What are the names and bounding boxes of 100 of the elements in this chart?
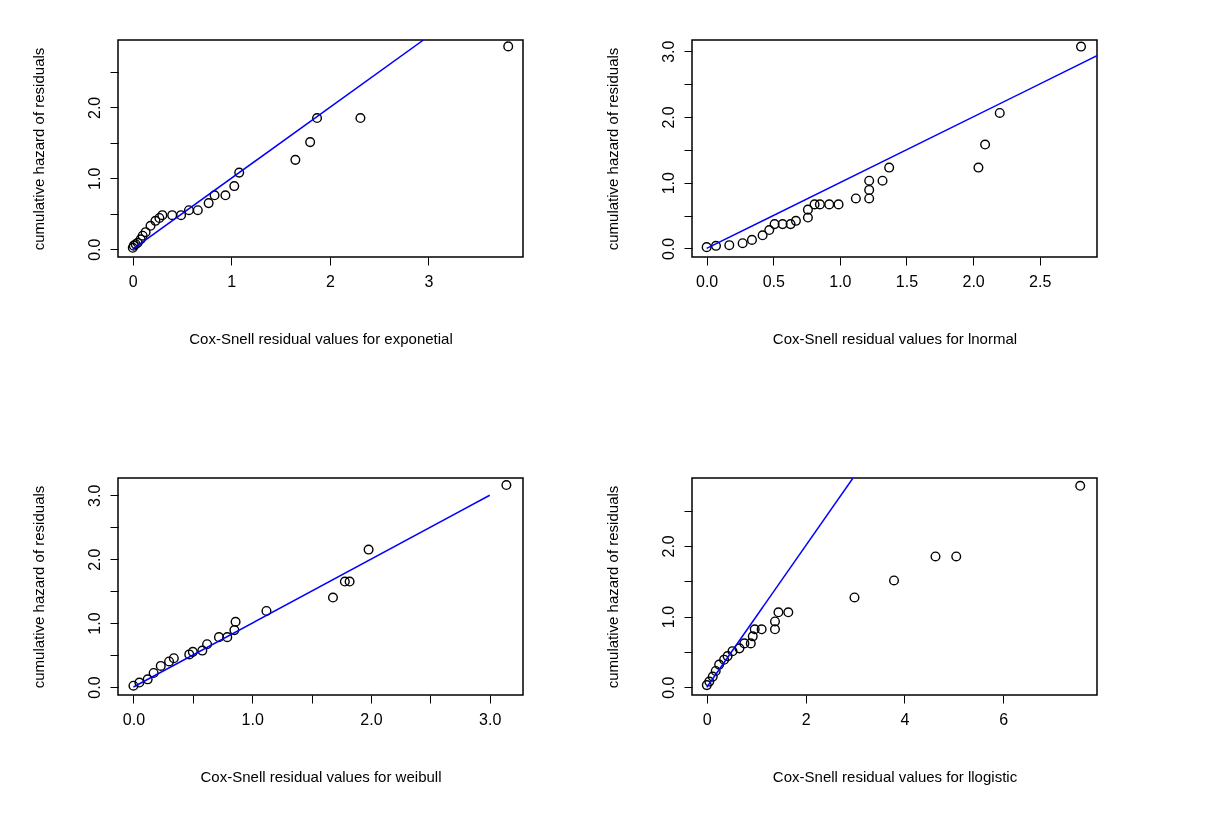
point — [128, 680, 139, 691]
x-tick-label: 3.0 — [479, 710, 502, 728]
point — [339, 576, 350, 587]
x-axis-title: Cox-Snell residual values for exponetial — [189, 329, 453, 347]
x-axis-title: Cox-Snell residual values for weibull — [200, 767, 442, 785]
x-tick-label: 2.5 — [1029, 272, 1052, 290]
y-tick-label: 0.0 — [85, 238, 103, 261]
point — [783, 607, 794, 618]
point — [864, 193, 875, 204]
x-tick-label: 0.0 — [696, 272, 719, 290]
y-tick-label: 3.0 — [85, 484, 103, 507]
point — [769, 624, 781, 635]
x-tick-label: 0.5 — [762, 272, 785, 290]
point — [980, 139, 991, 150]
point — [809, 199, 820, 210]
point — [710, 240, 722, 251]
point — [757, 230, 768, 241]
point — [850, 193, 861, 204]
point — [745, 638, 756, 649]
point — [769, 616, 781, 627]
x-axis-title: Cox-Snell residual values for lnormal — [772, 329, 1018, 347]
point — [327, 592, 338, 603]
point — [802, 204, 813, 215]
y-tick-label: 1.0 — [659, 171, 677, 195]
x-tick-label: 2 — [325, 272, 335, 290]
point — [724, 240, 735, 251]
point — [183, 205, 194, 216]
x-tick-label: 1.5 — [895, 272, 919, 290]
point — [220, 190, 231, 201]
x-tick-label: 3 — [424, 272, 434, 290]
y-tick-label: 0.0 — [85, 676, 103, 699]
point — [290, 154, 301, 165]
point — [888, 575, 900, 586]
point — [312, 112, 323, 124]
x-tick-label: 0 — [702, 710, 712, 728]
x-tick-label: 1 — [227, 272, 237, 290]
point — [229, 181, 240, 192]
x-tick-label: 2.0 — [962, 272, 985, 290]
point — [192, 205, 203, 216]
y-axis-title: cumulative hazard of residuals — [603, 47, 621, 251]
point — [773, 607, 784, 618]
y-tick-label: 0.0 — [659, 676, 677, 699]
y-tick-label: 2.0 — [85, 96, 103, 119]
x-tick-label: 0.0 — [122, 710, 146, 728]
point — [704, 676, 715, 687]
point — [747, 631, 758, 642]
point — [769, 219, 780, 230]
x-tick-label: 1.0 — [241, 710, 264, 728]
point — [1075, 41, 1087, 52]
y-tick-label: 3.0 — [659, 40, 677, 63]
point — [764, 225, 775, 236]
y-tick-label: 0.0 — [659, 237, 677, 261]
point — [167, 210, 178, 221]
y-axis-title: cumulative hazard of residuals — [29, 485, 47, 689]
point — [164, 656, 175, 667]
y-axis-title: cumulative hazard of residuals — [29, 47, 47, 251]
point — [134, 677, 145, 688]
point — [884, 162, 895, 173]
point — [142, 674, 153, 685]
point — [864, 184, 875, 195]
point — [503, 41, 514, 52]
point — [739, 638, 750, 649]
point — [501, 480, 512, 491]
point — [305, 137, 316, 148]
point — [168, 653, 179, 664]
point — [973, 162, 984, 173]
y-tick-label: 2.0 — [659, 106, 677, 129]
y-tick-label: 2.0 — [659, 535, 677, 558]
point — [1075, 480, 1086, 491]
point — [222, 632, 233, 643]
point — [756, 624, 767, 635]
point — [777, 219, 788, 230]
point — [824, 199, 835, 210]
point — [785, 219, 796, 230]
point — [202, 639, 213, 650]
x-tick-label: 6 — [999, 710, 1009, 728]
point — [814, 199, 825, 210]
point — [749, 624, 760, 635]
point — [707, 671, 718, 682]
x-tick-label: 1.0 — [829, 272, 852, 290]
point — [203, 198, 214, 209]
y-tick-label: 2.0 — [85, 548, 103, 571]
point — [229, 625, 240, 636]
point — [864, 175, 875, 186]
point — [710, 665, 721, 676]
point — [746, 234, 757, 245]
point — [148, 667, 159, 678]
y-tick-label: 1.0 — [85, 167, 103, 190]
point — [145, 220, 156, 231]
point — [355, 112, 366, 124]
point — [727, 646, 738, 657]
point — [701, 242, 712, 253]
point — [790, 215, 801, 226]
point — [802, 212, 813, 223]
point — [209, 190, 220, 201]
point — [930, 551, 941, 562]
point — [701, 680, 712, 691]
point — [877, 175, 888, 186]
point — [737, 238, 748, 249]
x-tick-label: 2 — [801, 710, 811, 728]
